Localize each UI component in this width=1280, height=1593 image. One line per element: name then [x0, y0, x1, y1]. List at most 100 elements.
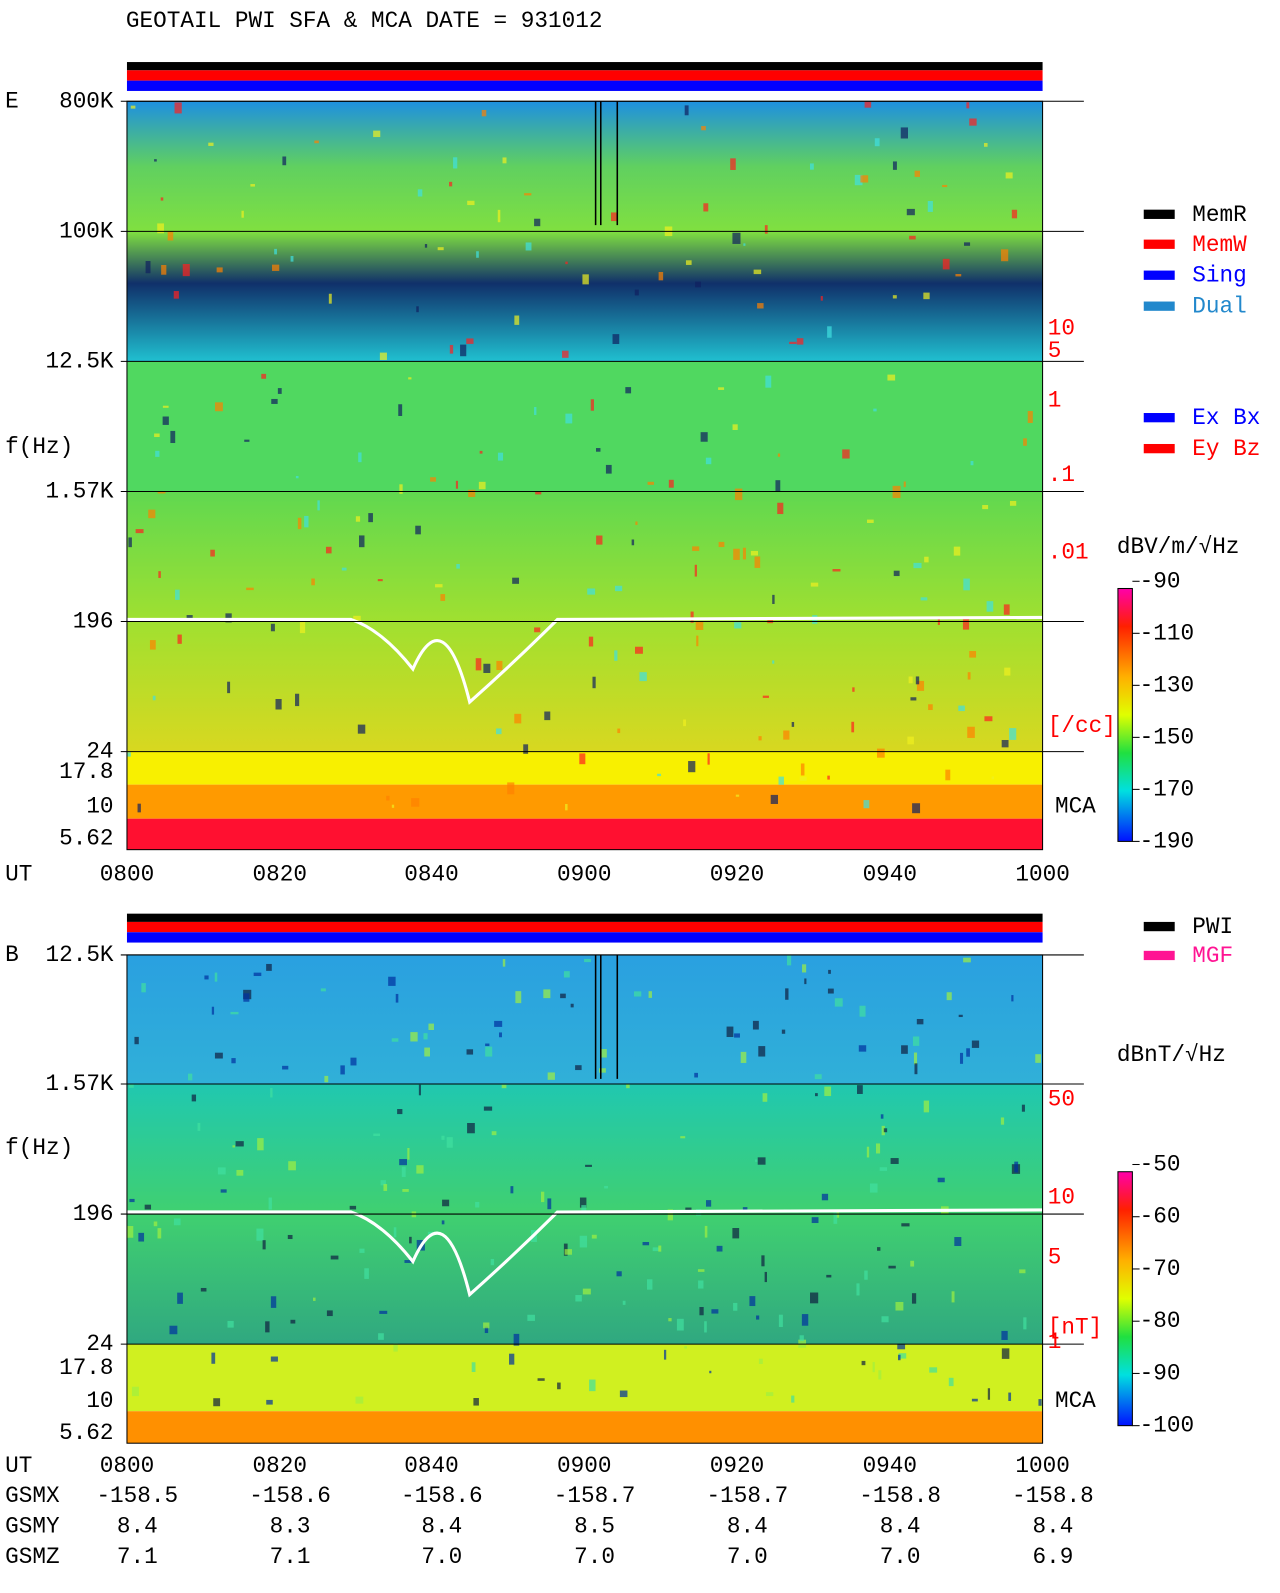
orbit-value: 7.0 [574, 1544, 615, 1570]
spectrogram-speck [497, 209, 501, 223]
colorbar-tick-label: -70 [1140, 1256, 1181, 1282]
status-bar [126, 62, 1043, 71]
spectrogram-speck [575, 1065, 582, 1071]
orbit-value: 8.4 [727, 1513, 768, 1539]
spectrogram-speck [476, 251, 479, 258]
spectrogram-speck [424, 1047, 431, 1057]
spectrogram-speck [626, 1084, 630, 1089]
spectrogram-speck [162, 416, 169, 425]
spectrogram-speck [924, 556, 929, 563]
spectrogram-speck [676, 1318, 684, 1331]
spectrogram-speck [969, 118, 977, 126]
spectrogram-speck [547, 1198, 552, 1210]
spectrogram-speck [353, 615, 361, 622]
spectrogram-speck [137, 803, 141, 813]
spectrogram-speck [920, 597, 928, 601]
spectrogram-speck [910, 697, 917, 701]
spectrogram-speck [268, 1197, 272, 1210]
colorbar-tick-label: -90 [1140, 1360, 1181, 1386]
spectrogram-speck [368, 513, 373, 523]
spectrogram-speck [864, 1270, 868, 1280]
spectrogram-speck [173, 1218, 181, 1226]
spectrogram-speck [418, 1084, 421, 1096]
spectrogram-speck [514, 713, 522, 724]
gap-marker [594, 954, 619, 1079]
spectrogram-speck [155, 450, 160, 457]
spectrogram-speck [290, 255, 294, 262]
spectrogram-speck [772, 594, 775, 604]
spectrogram-speck [801, 1314, 809, 1326]
spectrogram-speck [214, 972, 218, 982]
spectrogram-speck [204, 975, 209, 980]
spectrogram-speck [449, 344, 454, 354]
spectrogram-speck [340, 1065, 345, 1075]
spectrogram-speck [875, 1143, 881, 1154]
orbit-value: 7.0 [727, 1544, 768, 1570]
spectrogram-speck [742, 1207, 748, 1210]
spectrogram-speck [466, 1049, 474, 1055]
spectrogram-speck [762, 695, 769, 698]
spectrogram-speck [145, 260, 151, 274]
spectrogram-speck [1001, 739, 1009, 748]
colorbar-tick-label: -110 [1140, 620, 1194, 646]
spectrogram-speck [734, 488, 743, 501]
y-tick-label: 196 [73, 1201, 114, 1227]
spectrogram-speck [657, 773, 662, 777]
spectrogram-speck [800, 763, 805, 776]
spectrogram-speck [742, 547, 746, 560]
y-tick-label: 17.8 [59, 1355, 113, 1381]
spectrogram-speck [287, 1234, 293, 1240]
spectrogram-speck [395, 993, 399, 1003]
spectrogram-speck [892, 161, 897, 170]
spectrogram-speck [962, 618, 970, 630]
spectrogram-speck [716, 1245, 723, 1252]
spectrogram-speck [460, 344, 467, 357]
spectrogram-speck [324, 1075, 329, 1083]
spectrogram-speck [379, 352, 387, 360]
spectrogram-speck [449, 181, 453, 187]
spectrogram-speck [182, 263, 190, 277]
spectrogram-speck [481, 109, 487, 117]
spectrogram-speck [893, 570, 900, 577]
spectrogram-speck [911, 1293, 917, 1304]
spectrogram-speck [537, 1378, 545, 1381]
legend-swatch [1143, 209, 1175, 219]
spectrogram-speck [231, 1058, 236, 1064]
spectrogram-speck [796, 338, 804, 345]
colorbar-tick-label: -190 [1140, 828, 1194, 854]
spectrogram-speck [191, 1094, 197, 1102]
legend-label: Ex Bx [1192, 405, 1260, 431]
spectrogram-speck [502, 157, 507, 164]
spectrogram-speck [964, 242, 971, 246]
density-label: 1 [1048, 1329, 1062, 1355]
spectrogram-speck [173, 291, 179, 299]
spectrogram-speck [138, 1232, 145, 1242]
spectrogram-speck [984, 143, 988, 147]
spectrogram-speck [827, 988, 834, 994]
spectrogram-speck [757, 303, 764, 309]
spectrogram-speck [880, 1114, 884, 1119]
spectrogram-speck [901, 1045, 908, 1054]
spectrogram-speck [496, 660, 503, 671]
spectrogram-speck [157, 223, 164, 234]
density-label: 5 [1048, 1244, 1062, 1270]
spectrogram-speck [265, 1321, 270, 1333]
spectrogram-speck [611, 212, 617, 222]
spectrogram-speck [820, 296, 823, 301]
spectrogram-speck [970, 460, 974, 466]
spectrogram-speck [364, 1268, 369, 1279]
spectrogram-speck [261, 373, 267, 379]
spectrogram-speck [900, 127, 908, 139]
y-tick-label: 24 [86, 739, 113, 765]
spectrogram-speck [856, 1283, 860, 1296]
spectrogram-speck [544, 711, 551, 721]
spectrogram-speck [210, 549, 215, 557]
spectrogram-speck [1035, 1054, 1041, 1063]
spectrogram-speck [758, 1358, 763, 1364]
spectrogram-speck [652, 1247, 660, 1252]
spectrogram-speck [963, 578, 970, 591]
spectrogram-speck [134, 1036, 139, 1045]
spectrogram-speck [775, 480, 781, 492]
spectrogram-speck [705, 1200, 712, 1207]
spectrogram-speck [912, 803, 921, 814]
